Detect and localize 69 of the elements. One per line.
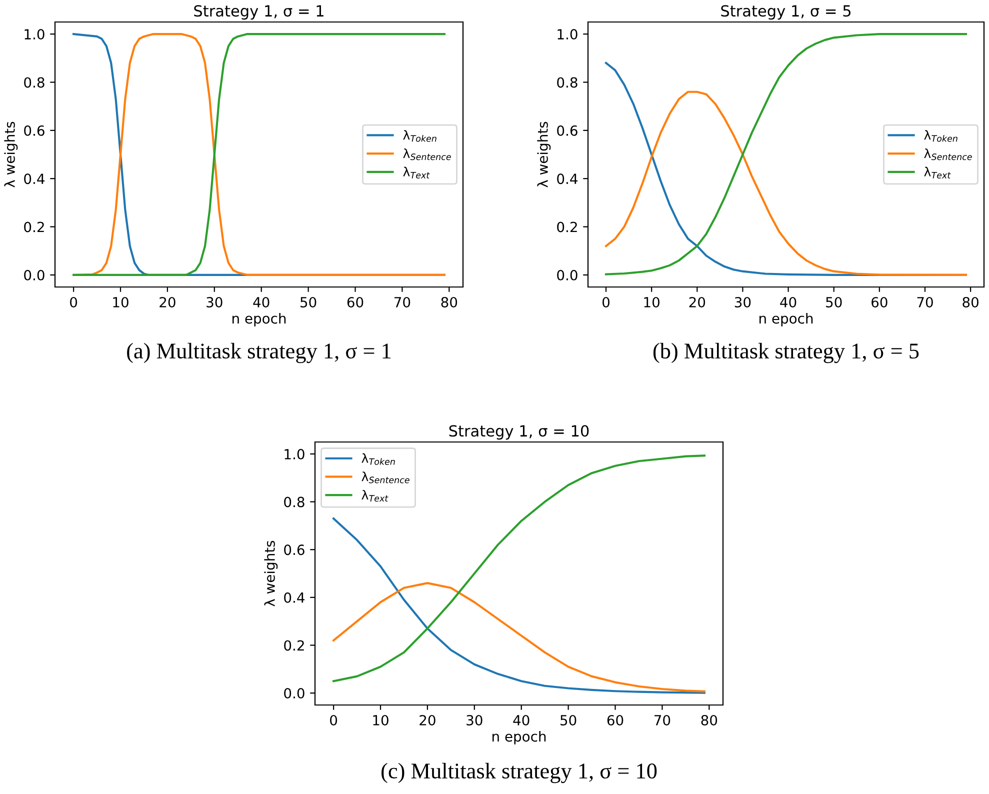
y-tick-label: 1.0	[558, 29, 578, 40]
chart-title: Strategy 1, σ = 1	[194, 5, 324, 20]
x-tick-label: 40	[513, 714, 530, 726]
y-axis-title: λ weights	[4, 122, 18, 188]
y-tick-label: 0.6	[557, 125, 578, 136]
x-tick-label: 60	[347, 296, 364, 308]
y-tick-label: 0.8	[284, 496, 304, 508]
x-tick-label: 0	[602, 296, 610, 308]
x-tick-label: 70	[394, 296, 410, 308]
x-tick-label: 40	[253, 296, 270, 308]
legend-label: λ$_{Text}$	[403, 166, 430, 178]
x-tick-label: 50	[300, 296, 316, 308]
x-tick-label: 10	[373, 714, 388, 726]
y-tick-label: 0.0	[557, 270, 578, 280]
legend-label: λ$_{Token}$	[403, 130, 436, 142]
y-axis-title: λ weights	[537, 122, 551, 188]
x-tick-label: 80	[962, 296, 978, 308]
y-tick-label: 1.0	[284, 448, 304, 460]
x-tick-label: 0	[330, 714, 338, 726]
x-axis-title: n epoch	[492, 730, 546, 744]
legend-label: λ$_{Text}$	[362, 490, 388, 502]
x-tick-label: 20	[420, 714, 436, 726]
x-tick-label: 70	[654, 714, 670, 726]
x-tick-label: 40	[780, 296, 796, 308]
y-tick-label: 0.0	[24, 270, 44, 280]
y-tick-label: 0.6	[284, 544, 304, 556]
x-tick-label: 80	[701, 714, 718, 726]
x-tick-label: 30	[206, 296, 222, 308]
legend-label: λ$_{Sentence}$	[362, 472, 410, 484]
x-tick-label: 30	[466, 714, 482, 726]
y-tick-label: 0.8	[24, 77, 44, 88]
legend-label: λ$_{Sentence}$	[924, 148, 972, 160]
line-series	[332, 582, 706, 692]
x-tick-label: 0	[70, 296, 78, 308]
legend-label: λ$_{Token}$	[924, 130, 958, 142]
x-tick-label: 70	[917, 296, 933, 308]
y-tick-label: 1.0	[24, 29, 44, 40]
text: (c) Multitask strategy 1, σ = 10	[382, 762, 657, 784]
x-axis-title: n epoch	[760, 312, 813, 326]
x-tick-label: 10	[113, 296, 128, 308]
chart-title: Strategy 1, σ = 5	[721, 5, 850, 20]
legend-label: λ$_{Sentence}$	[403, 148, 451, 160]
y-tick-label: 0.4	[284, 592, 304, 603]
y-tick-label: 0.8	[557, 77, 578, 88]
x-tick-label: 50	[826, 296, 842, 308]
y-tick-label: 0.2	[284, 640, 304, 651]
x-tick-label: 20	[689, 296, 706, 308]
x-tick-label: 20	[160, 296, 176, 308]
y-tick-label: 0.2	[557, 222, 577, 232]
x-tick-label: 60	[872, 296, 888, 308]
chart-title: Strategy 1, σ = 10	[449, 425, 589, 440]
text: (a) Multitask strategy 1, σ = 1	[127, 342, 391, 364]
legend-label: λ$_{Token}$	[362, 453, 395, 465]
x-tick-label: 50	[560, 714, 576, 726]
x-tick-label: 10	[644, 296, 660, 308]
x-axis-title: n epoch	[232, 312, 286, 326]
y-tick-label: 0.0	[284, 688, 304, 699]
y-tick-label: 0.2	[24, 222, 44, 232]
text: (b) Multitask strategy 1, σ = 5	[653, 342, 919, 364]
y-tick-label: 0.6	[24, 125, 44, 136]
y-tick-label: 0.4	[557, 174, 578, 184]
x-tick-label: 30	[734, 296, 751, 308]
y-tick-label: 0.4	[24, 174, 44, 184]
x-tick-label: 80	[441, 296, 458, 308]
y-axis-title: λ weights	[264, 540, 278, 606]
line-series	[332, 517, 706, 694]
legend-label: λ$_{Text}$	[924, 166, 951, 178]
line-series	[332, 454, 706, 682]
x-tick-label: 60	[607, 714, 624, 726]
